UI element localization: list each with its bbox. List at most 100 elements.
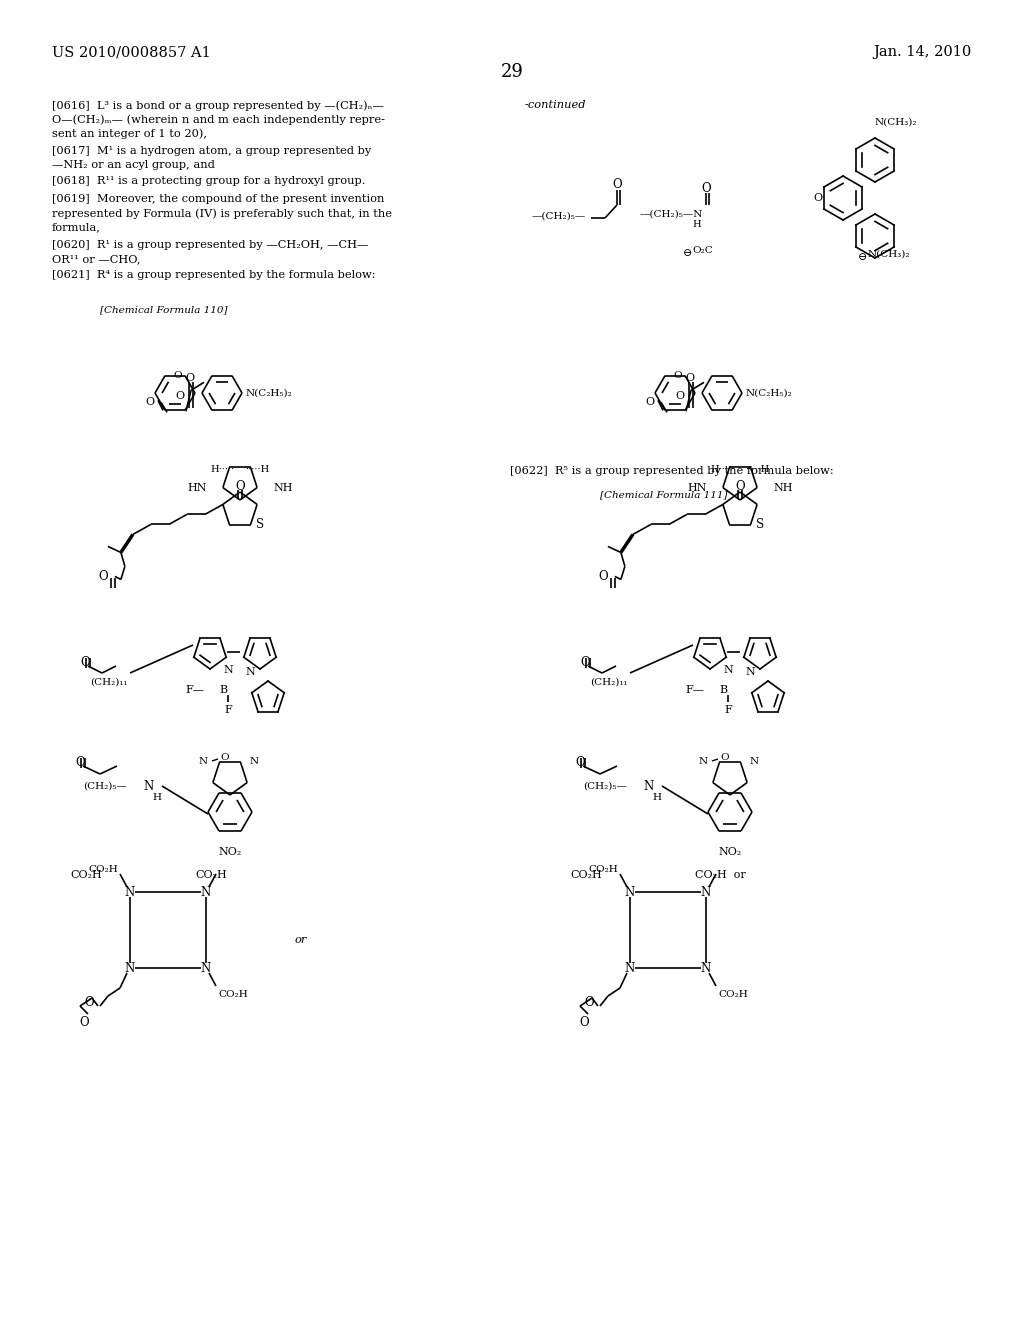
Text: (CH₂)₅—: (CH₂)₅— [583,781,627,791]
Text: O₂C: O₂C [692,246,713,255]
Text: [0617]  M¹ is a hydrogen atom, a group represented by: [0617] M¹ is a hydrogen atom, a group re… [52,147,372,156]
Text: H: H [692,220,700,228]
Text: O: O [84,995,94,1008]
Text: O: O [701,181,711,194]
Text: [Chemical Formula 111]: [Chemical Formula 111] [600,490,727,499]
Text: -continued: -continued [525,100,587,110]
Text: N: N [245,667,255,677]
Text: O: O [236,479,245,492]
Text: N: N [625,961,635,974]
Text: CO₂H: CO₂H [588,866,618,874]
Text: N(C₂H₅)₂: N(C₂H₅)₂ [746,388,793,397]
Text: ⊖: ⊖ [858,252,867,261]
Text: represented by Formula (IV) is preferably such that, in the: represented by Formula (IV) is preferabl… [52,209,392,219]
Text: B: B [219,685,227,696]
Text: O: O [612,178,622,191]
Text: N: N [250,756,259,766]
Text: O: O [98,570,108,583]
Text: OR¹¹ or —CHO,: OR¹¹ or —CHO, [52,253,140,264]
Text: [0622]  R⁵ is a group represented by the formula below:: [0622] R⁵ is a group represented by the … [510,466,834,477]
Text: N(C₂H₅)₂: N(C₂H₅)₂ [246,388,293,397]
Text: [0618]  R¹¹ is a protecting group for a hydroxyl group.: [0618] R¹¹ is a protecting group for a h… [52,176,366,186]
Text: [0619]  Moreover, the compound of the present invention: [0619] Moreover, the compound of the pre… [52,194,384,205]
Text: N: N [201,886,211,899]
Text: N(CH₃)₂: N(CH₃)₂ [874,117,918,127]
Text: [0621]  R⁴ is a group represented by the formula below:: [0621] R⁴ is a group represented by the … [52,271,376,280]
Text: O: O [580,656,590,668]
Text: CO₂H: CO₂H [570,870,602,880]
Text: O: O [220,752,228,762]
Text: N: N [745,667,755,677]
Text: S: S [756,517,764,531]
Text: B: B [719,685,727,696]
Text: O: O [575,755,585,768]
Text: [Chemical Formula 110]: [Chemical Formula 110] [100,305,227,314]
Text: CO₂H: CO₂H [70,870,101,880]
Text: CO₂H: CO₂H [88,866,118,874]
Text: O: O [646,397,655,408]
Text: 29: 29 [501,63,523,81]
Text: S: S [256,517,264,531]
Text: H·····: H····· [211,465,234,474]
Text: N(CH₃)₂: N(CH₃)₂ [868,249,910,259]
Text: CO₂H: CO₂H [718,990,748,999]
Text: H: H [652,793,662,803]
Text: O: O [580,1016,589,1030]
Text: US 2010/0008857 A1: US 2010/0008857 A1 [52,45,211,59]
Text: [0616]  L³ is a bond or a group represented by —(CH₂)ₙ—: [0616] L³ is a bond or a group represent… [52,100,384,111]
Text: formula,: formula, [52,222,101,232]
Text: HN: HN [687,483,707,492]
Text: HN: HN [187,483,207,492]
Text: O: O [79,1016,89,1030]
Text: F: F [224,705,231,715]
Text: N: N [199,756,208,766]
Text: H: H [152,793,161,803]
Text: N: N [723,665,733,675]
Text: O: O [75,755,85,768]
Text: ·····H: ·····H [745,465,769,474]
Text: NH: NH [273,483,293,492]
Text: O: O [685,374,694,383]
Text: sent an integer of 1 to 20),: sent an integer of 1 to 20), [52,128,207,139]
Text: O: O [173,371,182,380]
Text: NO₂: NO₂ [719,847,741,857]
Text: N: N [125,961,135,974]
Text: (CH₂)₁₁: (CH₂)₁₁ [590,677,628,686]
Text: O: O [674,371,682,380]
Text: or: or [295,935,307,945]
Text: O: O [175,391,184,401]
Text: N: N [698,756,708,766]
Text: H·····: H····· [711,465,735,474]
Text: N: N [643,780,653,792]
Text: N: N [625,886,635,899]
Text: O: O [585,995,594,1008]
Text: N: N [223,665,232,675]
Text: (CH₂)₁₁: (CH₂)₁₁ [90,677,128,686]
Text: —(CH₂)₅—N: —(CH₂)₅—N [640,210,703,219]
Text: N: N [143,780,154,792]
Text: ·····H: ·····H [245,465,269,474]
Text: N: N [125,886,135,899]
Text: O: O [720,752,729,762]
Text: O: O [676,391,685,401]
Text: O: O [735,479,744,492]
Text: CO₂H  or: CO₂H or [695,870,745,880]
Text: O—(CH₂)ₘ— (wherein n and m each independently repre-: O—(CH₂)ₘ— (wherein n and m each independ… [52,114,385,124]
Text: N: N [700,961,711,974]
Text: ⊖: ⊖ [683,248,692,257]
Text: N: N [750,756,759,766]
Text: F—: F— [685,685,705,696]
Text: CO₂H: CO₂H [195,870,226,880]
Text: F: F [724,705,732,715]
Text: O: O [185,374,195,383]
Text: —(CH₂)₅—: —(CH₂)₅— [531,213,586,220]
Text: O: O [813,193,822,203]
Text: O: O [80,656,90,668]
Text: F—: F— [185,685,204,696]
Text: NH: NH [773,483,793,492]
Text: N: N [700,886,711,899]
Text: NO₂: NO₂ [218,847,242,857]
Text: O: O [145,397,155,408]
Text: [0620]  R¹ is a group represented by —CH₂OH, —CH—: [0620] R¹ is a group represented by —CH₂… [52,240,369,249]
Text: Jan. 14, 2010: Jan. 14, 2010 [873,45,972,59]
